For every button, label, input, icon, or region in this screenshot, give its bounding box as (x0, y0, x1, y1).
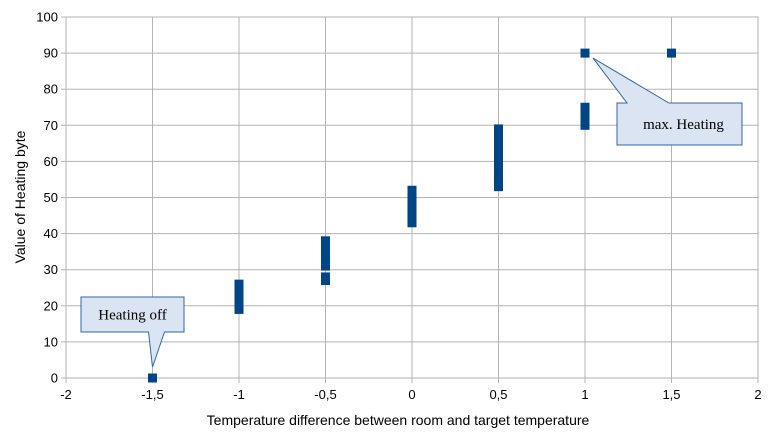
data-point (148, 373, 157, 383)
y-tick-label: 60 (44, 154, 58, 169)
max-heating-callout (592, 57, 743, 146)
data-point (580, 48, 590, 58)
x-tick-label: 1,5 (662, 387, 680, 402)
y-tick-label: 20 (44, 298, 58, 313)
axes (61, 16, 759, 383)
y-tick-label: 0 (51, 371, 58, 386)
y-tick-label: 80 (44, 82, 58, 97)
y-tick-label: 40 (44, 226, 58, 241)
y-tick-label: 70 (44, 118, 58, 133)
y-tick-label: 30 (44, 262, 58, 277)
x-tick-label: -0,5 (314, 387, 336, 402)
x-tick-label: 0 (408, 387, 415, 402)
data-point (667, 48, 676, 58)
x-tick-label: -2 (60, 387, 72, 402)
data-point (407, 185, 417, 195)
x-tick-label: 0,5 (489, 387, 507, 402)
x-axis-title: Temperature difference between room and … (207, 412, 590, 428)
y-tick-label: 100 (36, 10, 58, 25)
y-axis-title: Value of Heating byte (12, 130, 28, 263)
data-point (321, 236, 330, 246)
data-points (148, 48, 676, 383)
data-point (494, 124, 503, 134)
x-tick-label: 1 (581, 387, 588, 402)
y-tick-labels: 0 10 20 30 40 50 60 70 80 90 100 (36, 10, 58, 386)
heating-off-callout (80, 296, 185, 368)
data-point (321, 272, 330, 282)
x-tick-labels: -2 -1,5 -1 -0,5 0 0,5 1 1,5 2 (60, 387, 761, 402)
callouts: Heating off max. Heating (80, 57, 743, 368)
y-tick-label: 10 (44, 334, 58, 349)
plot-area-border (65, 16, 759, 379)
x-tick-label: -1 (233, 387, 245, 402)
y-tick-label: 50 (44, 190, 58, 205)
y-tick-label: 90 (44, 46, 58, 61)
max-heating-label: max. Heating (643, 117, 724, 133)
x-tick-label: 2 (754, 387, 761, 402)
x-tick-label: -1,5 (141, 387, 163, 402)
heating-off-label: Heating off (98, 308, 166, 324)
data-point (580, 102, 590, 112)
data-point (234, 279, 244, 289)
